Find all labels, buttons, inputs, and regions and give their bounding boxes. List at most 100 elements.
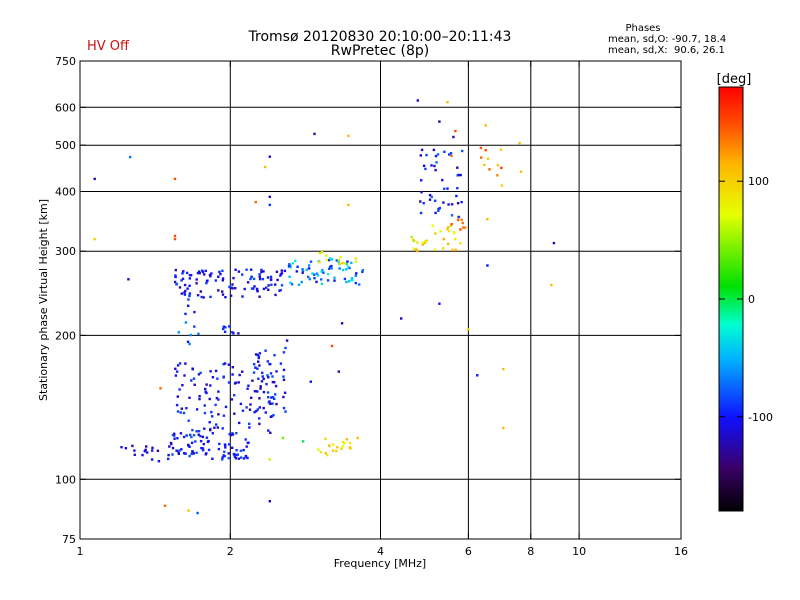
data-point — [271, 375, 274, 378]
data-point — [253, 285, 256, 288]
data-point — [275, 370, 278, 373]
data-point — [324, 452, 328, 455]
data-point — [434, 168, 437, 172]
x-tick-label: 10 — [572, 545, 586, 558]
data-point — [235, 449, 238, 452]
y-tick-label: 600 — [55, 101, 76, 114]
data-point — [282, 395, 285, 399]
data-point — [205, 436, 209, 439]
data-point — [197, 373, 201, 376]
data-point — [456, 174, 459, 177]
data-point — [173, 434, 176, 437]
data-point — [176, 437, 179, 440]
data-point — [450, 214, 454, 217]
data-point — [208, 397, 211, 401]
data-point — [356, 436, 359, 440]
data-point — [425, 239, 428, 242]
data-point — [222, 363, 225, 366]
data-point — [254, 366, 257, 369]
data-point — [190, 452, 193, 456]
data-point — [204, 453, 207, 456]
data-point — [213, 426, 216, 429]
data-point — [221, 456, 224, 459]
data-point — [249, 277, 252, 281]
data-point — [258, 277, 262, 281]
data-point — [260, 380, 264, 383]
data-point — [144, 448, 147, 451]
data-point — [204, 269, 207, 273]
data-point — [133, 453, 136, 456]
data-point — [178, 362, 182, 365]
data-point — [201, 449, 205, 452]
data-point — [194, 440, 197, 443]
data-point — [452, 231, 456, 234]
data-point — [178, 286, 182, 289]
data-point — [174, 268, 177, 272]
data-point — [419, 211, 423, 215]
data-point — [211, 457, 214, 460]
data-point — [224, 405, 228, 409]
data-point — [244, 455, 248, 458]
data-point — [302, 440, 305, 443]
data-point — [184, 289, 187, 293]
data-point — [336, 446, 339, 449]
data-point — [143, 450, 146, 453]
data-point — [178, 449, 181, 452]
data-point — [193, 310, 196, 314]
data-point — [307, 264, 311, 267]
data-point — [93, 237, 96, 241]
data-point — [447, 229, 451, 233]
data-point — [246, 441, 249, 445]
data-point — [223, 450, 226, 453]
data-point — [329, 257, 332, 260]
data-point — [233, 394, 236, 397]
data-point — [438, 206, 441, 210]
data-point — [184, 312, 187, 316]
data-point — [279, 274, 282, 277]
data-point — [488, 168, 491, 171]
data-point — [454, 237, 457, 241]
data-point — [271, 396, 275, 399]
data-point — [191, 368, 194, 371]
data-point — [320, 270, 323, 273]
data-point — [290, 283, 294, 286]
data-point — [333, 276, 336, 279]
data-point — [186, 340, 190, 343]
data-point — [419, 200, 422, 203]
data-point — [188, 292, 192, 295]
data-point — [209, 428, 212, 432]
data-point — [273, 397, 276, 400]
data-point — [200, 446, 203, 450]
data-point — [422, 202, 425, 205]
data-point — [262, 377, 265, 381]
data-point — [437, 207, 440, 211]
data-point — [316, 274, 320, 277]
data-point — [275, 402, 278, 406]
data-point — [176, 410, 180, 413]
y-tick-label: 750 — [55, 55, 76, 68]
data-point — [198, 272, 201, 275]
data-point — [237, 332, 240, 335]
data-point — [233, 382, 237, 385]
data-point — [250, 275, 253, 278]
data-point — [250, 396, 253, 399]
data-point — [279, 288, 282, 292]
data-point — [193, 383, 196, 386]
data-point — [269, 275, 273, 278]
data-point — [416, 241, 419, 244]
data-point — [450, 154, 453, 157]
data-point — [180, 279, 183, 282]
data-point — [456, 218, 460, 222]
data-point — [235, 432, 238, 435]
data-point — [221, 269, 224, 272]
data-point — [197, 332, 200, 335]
data-point — [309, 260, 313, 263]
data-point — [340, 322, 344, 325]
data-point — [258, 273, 261, 276]
data-point — [204, 387, 207, 391]
data-point — [311, 272, 314, 275]
data-point — [282, 351, 286, 354]
data-point — [315, 280, 318, 284]
data-point — [257, 360, 260, 363]
data-point — [197, 430, 201, 433]
